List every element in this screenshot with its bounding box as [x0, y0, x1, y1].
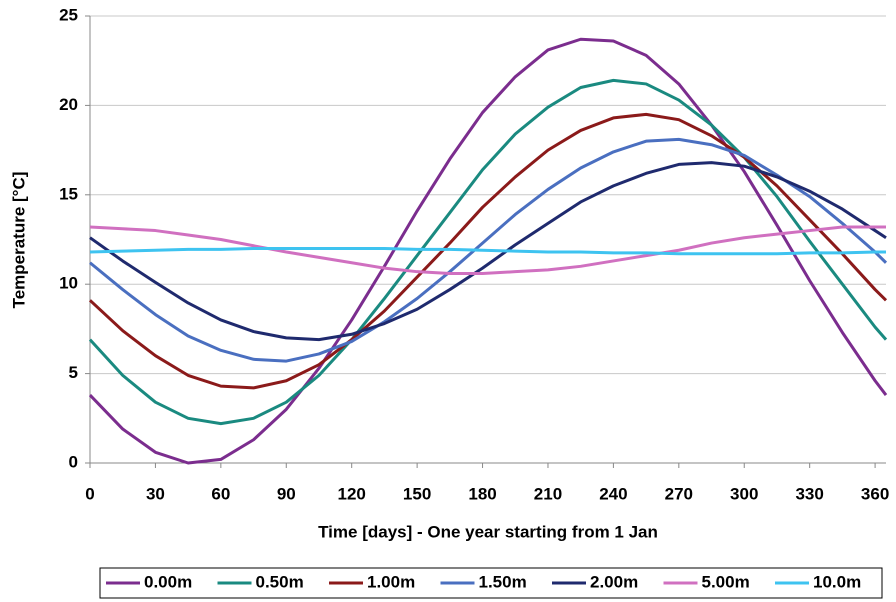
legend-label: 0.50m [256, 572, 304, 591]
legend-label: 1.50m [479, 572, 527, 591]
y-tick-label: 5 [69, 363, 78, 382]
x-tick-label: 330 [795, 484, 823, 503]
series-line [88, 37, 888, 465]
series-line [89, 225, 886, 275]
x-tick-label: 180 [468, 484, 496, 503]
x-tick-label: 0 [85, 484, 94, 503]
series-line [88, 112, 888, 390]
series-line [89, 161, 887, 342]
series-line [89, 137, 888, 363]
y-tick-label: 10 [59, 274, 78, 293]
y-tick-label: 0 [69, 452, 78, 471]
legend-label: 1.00m [367, 572, 415, 591]
y-axis-title: Temperature [°C] [9, 172, 28, 309]
x-tick-label: 150 [403, 484, 431, 503]
x-axis-title: Time [days] - One year starting from 1 J… [318, 522, 658, 541]
legend-label: 0.00m [144, 572, 192, 591]
y-tick-label: 25 [59, 5, 78, 24]
series-line [89, 246, 886, 256]
x-tick-label: 270 [665, 484, 693, 503]
legend-label: 10.0m [813, 572, 861, 591]
x-tick-label: 360 [861, 484, 889, 503]
y-tick-label: 15 [59, 184, 78, 203]
x-tick-label: 210 [534, 484, 562, 503]
x-tick-label: 90 [277, 484, 296, 503]
series-line [88, 78, 888, 426]
y-tick-label: 20 [59, 95, 78, 114]
x-tick-label: 60 [211, 484, 230, 503]
x-tick-label: 120 [338, 484, 366, 503]
x-tick-label: 240 [599, 484, 627, 503]
legend-label: 5.00m [702, 572, 750, 591]
legend-label: 2.00m [590, 572, 638, 591]
x-tick-label: 300 [730, 484, 758, 503]
x-tick-label: 30 [146, 484, 165, 503]
